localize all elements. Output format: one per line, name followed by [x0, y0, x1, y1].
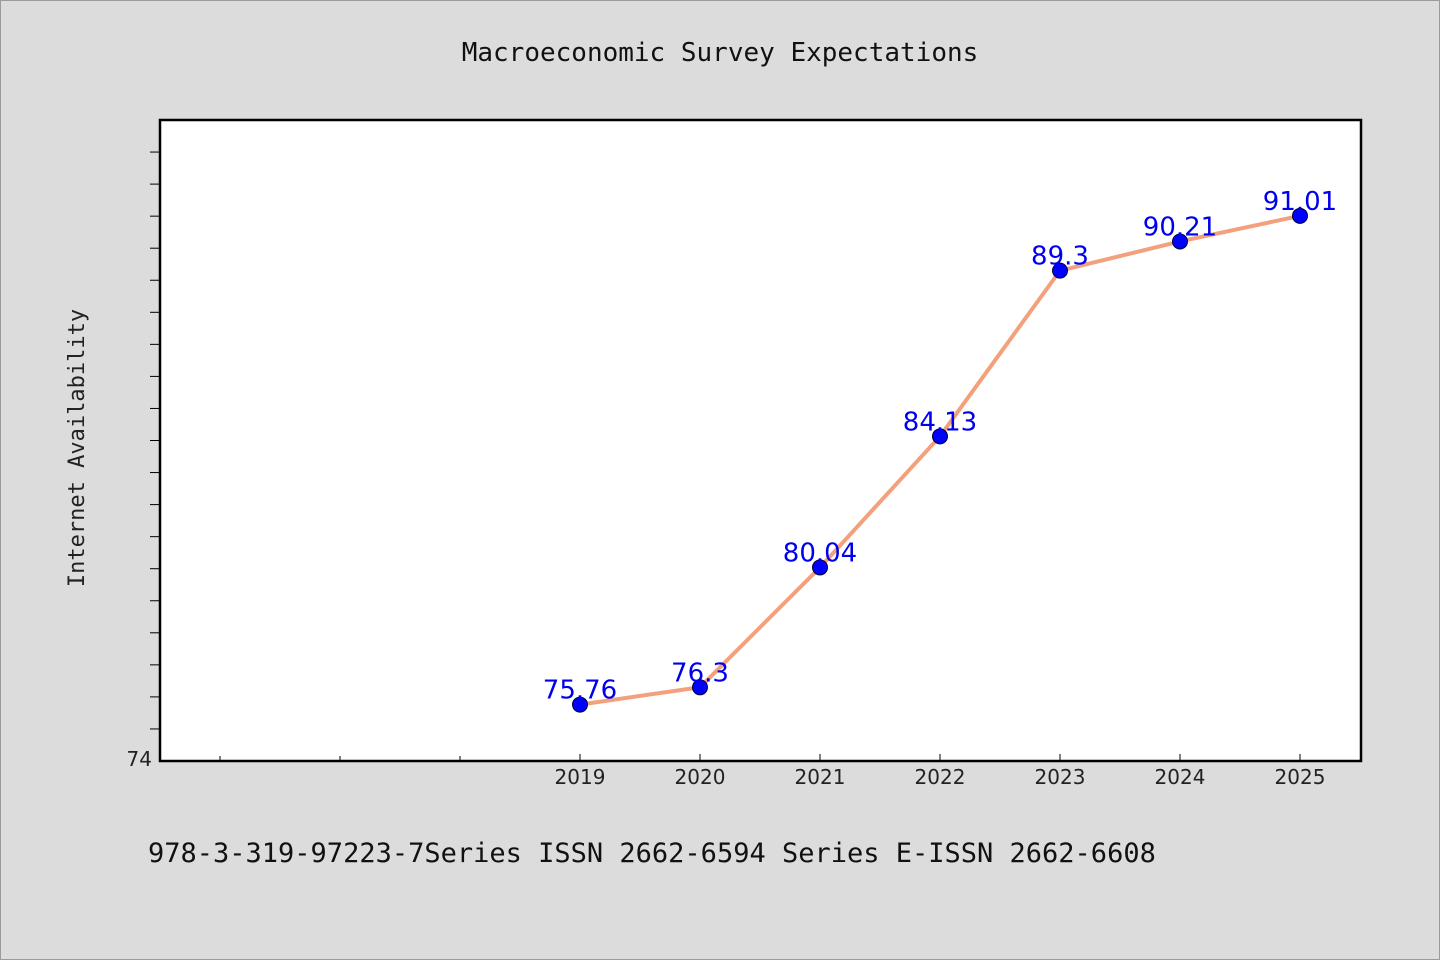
- x-tick-label: 2020: [675, 765, 726, 789]
- x-tick-label: 2021: [795, 765, 846, 789]
- x-tick-label: 2022: [915, 765, 966, 789]
- chart-title: Macroeconomic Survey Expectations: [462, 38, 979, 68]
- y-ticks: 74: [127, 151, 160, 771]
- x-tick-label: 2019: [555, 765, 606, 789]
- data-label: 80.04: [783, 538, 857, 568]
- data-label: 91.01: [1263, 187, 1337, 217]
- data-point: [1052, 262, 1068, 279]
- y-axis-label: Internet Availability: [65, 309, 90, 587]
- footer-text: 978-3-319-97223-7Series ISSN 2662-6594 S…: [148, 838, 1156, 869]
- data-point: [812, 559, 828, 576]
- data-point: [572, 696, 588, 713]
- data-point: [692, 679, 708, 696]
- x-ticks: 2019 2020 2021 2022 2023 2024 2025: [219, 754, 1326, 789]
- data-label: 76.3: [671, 658, 729, 688]
- data-label: 75.76: [543, 676, 617, 706]
- x-tick-label: 2024: [1155, 765, 1206, 789]
- data-label: 89.3: [1031, 242, 1089, 272]
- data-labels: 75.76 76.3 80.04 84.13 89.3 90.21 91.01: [543, 187, 1337, 706]
- data-label: 84.13: [903, 407, 977, 437]
- data-point: [932, 428, 948, 445]
- data-point: [1172, 233, 1188, 250]
- data-label: 90.21: [1143, 212, 1217, 242]
- plot-area: [158, 118, 1363, 763]
- data-point: [1292, 207, 1308, 224]
- x-tick-label: 2023: [1035, 765, 1086, 789]
- x-tick-label: 2025: [1275, 765, 1326, 789]
- y-tick-label: 74: [127, 747, 152, 771]
- series-layer: [572, 207, 1308, 713]
